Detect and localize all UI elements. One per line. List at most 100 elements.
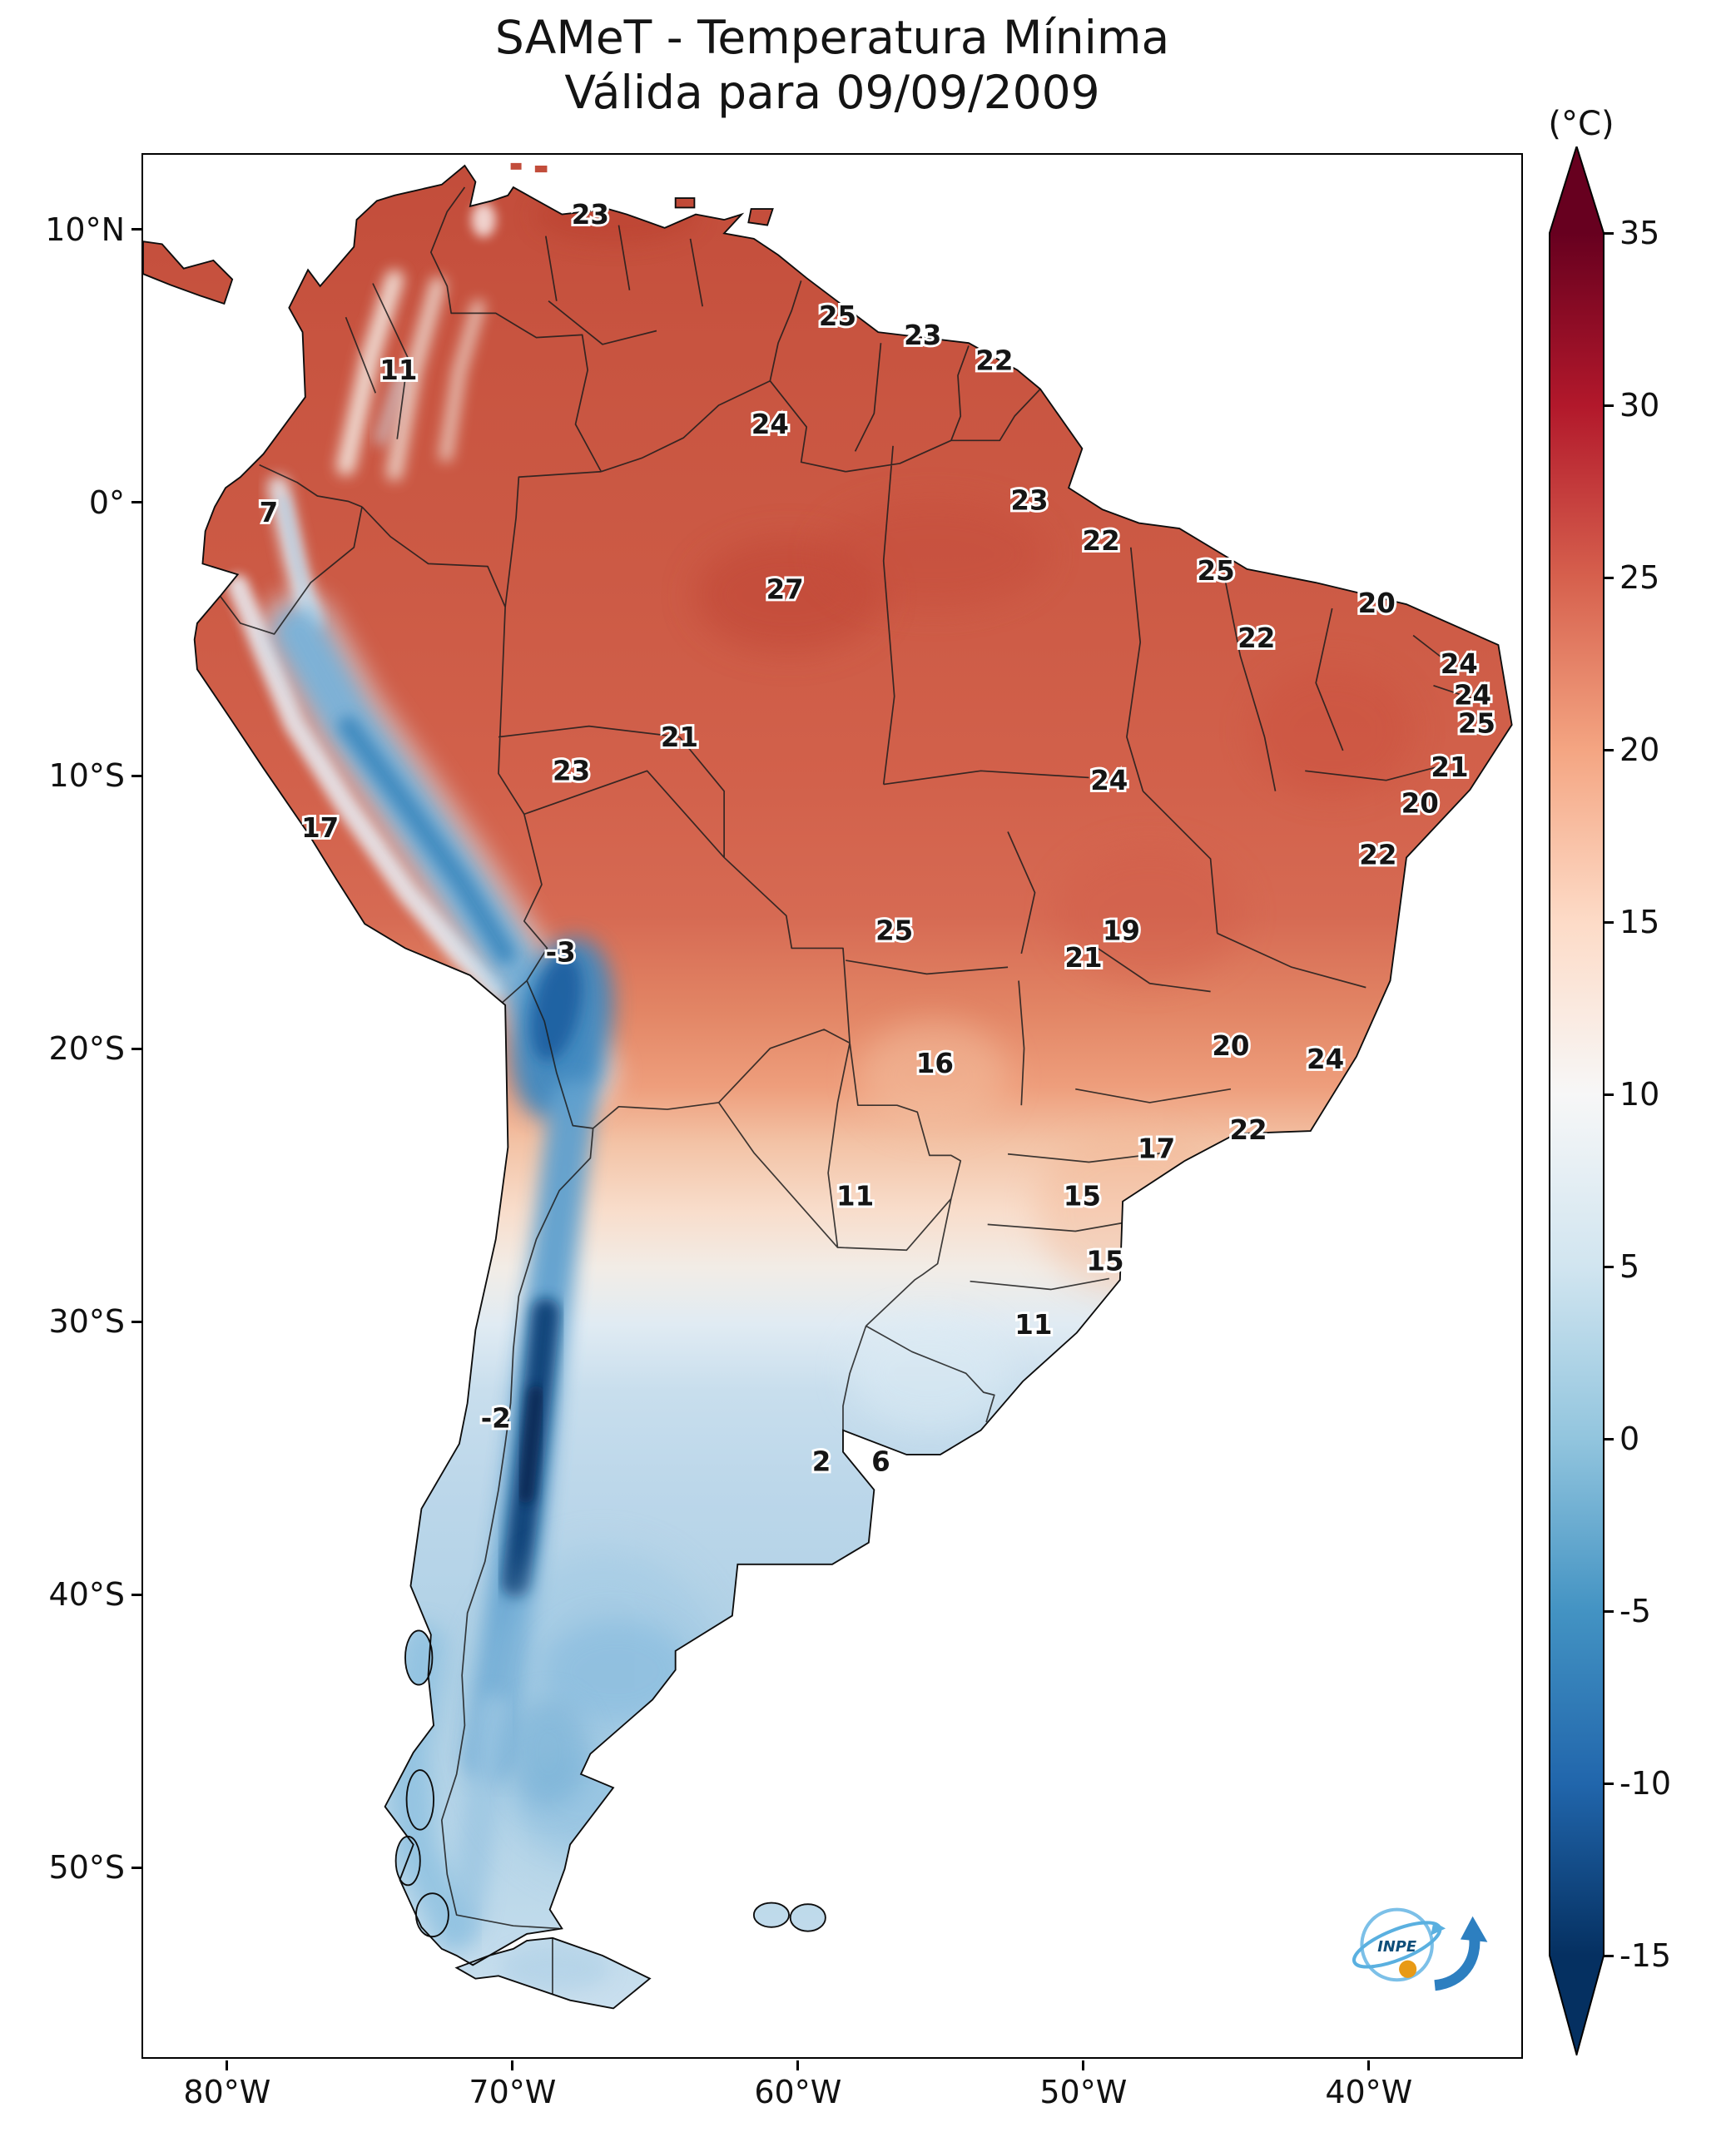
colorbar-tick-mark xyxy=(1604,920,1614,924)
logo-orbit-arrowhead-icon xyxy=(1431,1921,1446,1936)
station-label: -3 xyxy=(546,937,576,969)
station-label: 15 xyxy=(1064,1181,1101,1212)
colorbar-tick-mark xyxy=(1604,231,1614,235)
colorbar-tick-mark xyxy=(1604,576,1614,579)
station-label: 21 xyxy=(661,721,698,753)
colorbar-unit-label: (°C) xyxy=(1548,105,1614,143)
colorbar-tick-label: 15 xyxy=(1619,904,1660,940)
station-label: -2 xyxy=(481,1402,511,1434)
station-label: 17 xyxy=(1138,1133,1175,1165)
colorbar-tick-mark xyxy=(1604,748,1614,751)
x-axis-tick-label: 40°W xyxy=(1325,2074,1413,2110)
station-label: 21 xyxy=(1064,942,1102,974)
colorbar-tick-label: 0 xyxy=(1619,1421,1640,1457)
page-title: SAMeT - Temperatura Mínima xyxy=(494,11,1170,64)
colorbar-tick-label: -15 xyxy=(1619,1937,1672,1974)
station-label: 19 xyxy=(1103,915,1140,947)
colorbar-tick-label: 30 xyxy=(1619,387,1660,424)
y-axis-tick-label: 30°S xyxy=(48,1303,125,1341)
station-label: 25 xyxy=(875,915,913,947)
x-axis-tick-label: 60°W xyxy=(754,2074,842,2110)
logo-swoosh-arrow-icon xyxy=(1434,1932,1481,1991)
station-label: 20 xyxy=(1212,1030,1249,1062)
colorbar-tick-label: 5 xyxy=(1619,1248,1640,1285)
station-label: 11 xyxy=(836,1181,874,1212)
station-label: 24 xyxy=(751,409,789,440)
y-axis-tick-label: 10°N xyxy=(45,211,125,248)
station-label: 24 xyxy=(1307,1044,1344,1075)
y-axis-tick-mark xyxy=(131,501,141,504)
logo-sun-dot-icon xyxy=(1399,1960,1417,1978)
colorbar-tick-label: 35 xyxy=(1619,215,1660,251)
station-label: 11 xyxy=(1014,1309,1052,1341)
station-label: 22 xyxy=(1359,840,1396,871)
station-label: 22 xyxy=(1082,525,1119,557)
station-label: 25 xyxy=(819,300,856,332)
y-axis-tick-mark xyxy=(131,228,141,231)
x-axis-tick-label: 80°W xyxy=(183,2074,271,2110)
colorbar-tick-label: -5 xyxy=(1619,1593,1651,1629)
y-axis-tick-mark xyxy=(131,774,141,777)
y-axis-tick-mark xyxy=(131,1047,141,1050)
logo-globe-icon xyxy=(1360,1907,1434,1982)
inpe-logo: INPE xyxy=(1352,1907,1488,1991)
x-axis-tick-mark xyxy=(511,2060,514,2070)
logo-swoosh-arrowhead-icon xyxy=(1460,1916,1488,1942)
station-label: 23 xyxy=(904,320,941,351)
station-label: 16 xyxy=(916,1048,954,1079)
colorbar-gradient-bar xyxy=(1549,146,1605,2055)
x-axis-tick-label: 70°W xyxy=(469,2074,557,2110)
y-axis-tick-mark xyxy=(131,1593,141,1596)
station-label: 24 xyxy=(1090,765,1128,796)
y-axis-tick-label: 0° xyxy=(88,483,125,521)
station-label: 17 xyxy=(301,812,339,844)
colorbar-tick-mark xyxy=(1604,1954,1614,1957)
station-label: 25 xyxy=(1458,708,1495,740)
y-axis-tick-mark xyxy=(131,1320,141,1323)
x-axis-tick-mark xyxy=(1367,2060,1371,2070)
station-label: 7 xyxy=(260,497,279,528)
station-label: 6 xyxy=(871,1445,890,1477)
colorbar-tick-mark xyxy=(1604,404,1614,407)
colorbar-tick-mark xyxy=(1604,1609,1614,1613)
station-label: 24 xyxy=(1441,648,1478,680)
station-label: 21 xyxy=(1431,751,1468,783)
colorbar-tick-label: 25 xyxy=(1619,559,1660,596)
station-label: 27 xyxy=(766,574,804,606)
station-label: 11 xyxy=(379,355,417,386)
colorbar-tick-label: 10 xyxy=(1619,1076,1660,1113)
station-label: 20 xyxy=(1401,788,1439,820)
station-label: 22 xyxy=(1238,622,1275,654)
plot-area: 23 25 23 22 11 24 7 23 22 25 27 20 22 24 24 25 21 23 24 21 2… xyxy=(141,153,1523,2059)
y-axis-tick-label: 10°S xyxy=(48,757,125,795)
station-label: 25 xyxy=(1197,555,1234,587)
colorbar-tick-label: 20 xyxy=(1619,731,1660,768)
temperature-field xyxy=(143,162,1512,2009)
station-label: 15 xyxy=(1086,1246,1123,1277)
y-axis-tick-label: 50°S xyxy=(48,1849,125,1887)
x-axis-tick-mark xyxy=(796,2060,800,2070)
station-label: 20 xyxy=(1358,588,1396,619)
colorbar-tick-mark xyxy=(1604,1437,1614,1440)
colorbar-tick-mark xyxy=(1604,1782,1614,1785)
y-axis-tick-label: 40°S xyxy=(48,1576,125,1614)
y-axis-tick-label: 20°S xyxy=(48,1030,125,1068)
colorbar-tick-label: -10 xyxy=(1619,1765,1672,1802)
station-label: 2 xyxy=(812,1445,831,1477)
page-subtitle: Válida para 09/09/2009 xyxy=(564,66,1100,119)
inpe-logo-text: INPE xyxy=(1377,1938,1416,1956)
x-axis-tick-mark xyxy=(226,2060,229,2070)
admin-borders xyxy=(219,186,1475,2001)
colorbar-tick-mark xyxy=(1604,1265,1614,1268)
station-label: 22 xyxy=(975,345,1013,377)
station-label: 24 xyxy=(1454,680,1491,712)
station-label: 23 xyxy=(553,756,590,787)
x-axis-tick-label: 50°W xyxy=(1039,2074,1128,2110)
station-label: 23 xyxy=(572,199,609,231)
station-label: 22 xyxy=(1229,1114,1267,1146)
colorbar-tick-mark xyxy=(1604,1093,1614,1096)
x-axis-tick-mark xyxy=(1082,2060,1085,2070)
